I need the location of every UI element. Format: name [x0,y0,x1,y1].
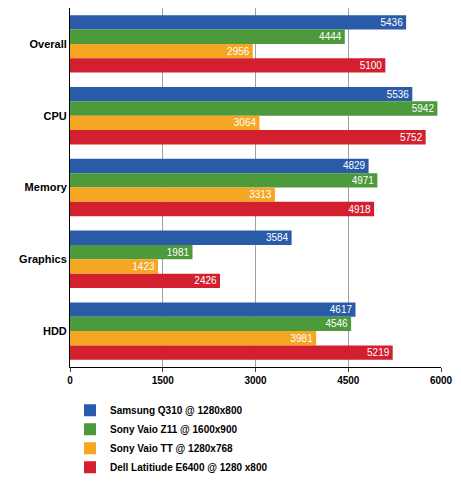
svg-text:6000: 6000 [430,375,453,386]
svg-text:5942: 5942 [412,103,435,114]
svg-text:5436: 5436 [380,17,403,28]
svg-text:5219: 5219 [367,347,390,358]
svg-text:Dell Latitiude E6400 @ 1280 x8: Dell Latitiude E6400 @ 1280 x800 [110,462,267,473]
svg-text:4918: 4918 [348,204,371,215]
svg-text:4971: 4971 [352,175,375,186]
svg-text:3000: 3000 [244,375,267,386]
svg-text:4500: 4500 [337,375,360,386]
svg-text:2426: 2426 [194,275,217,286]
svg-text:1981: 1981 [167,247,190,258]
svg-text:3313: 3313 [249,189,272,200]
svg-text:5536: 5536 [387,89,410,100]
svg-text:2956: 2956 [227,46,250,57]
svg-text:Sony Vaio Z11 @ 1600x900: Sony Vaio Z11 @ 1600x900 [110,424,237,435]
svg-text:Sony Vaio TT @ 1280x768: Sony Vaio TT @ 1280x768 [110,443,233,454]
svg-text:1423: 1423 [132,261,155,272]
svg-text:HDD: HDD [43,325,67,337]
svg-text:3981: 3981 [290,333,313,344]
svg-text:Graphics: Graphics [19,253,67,265]
svg-text:1500: 1500 [152,375,175,386]
svg-text:3064: 3064 [234,117,257,128]
svg-text:4444: 4444 [319,31,342,42]
svg-text:Memory: Memory [25,181,68,193]
svg-text:4546: 4546 [325,318,348,329]
svg-text:Overall: Overall [29,38,66,50]
svg-text:5752: 5752 [400,132,423,143]
svg-text:4617: 4617 [330,304,353,315]
svg-text:Samsung Q310 @ 1280x800: Samsung Q310 @ 1280x800 [110,405,242,416]
svg-text:CPU: CPU [44,110,67,122]
svg-text:5100: 5100 [360,60,383,71]
svg-text:3584: 3584 [266,232,289,243]
svg-text:0: 0 [67,375,73,386]
svg-text:4829: 4829 [343,160,366,171]
